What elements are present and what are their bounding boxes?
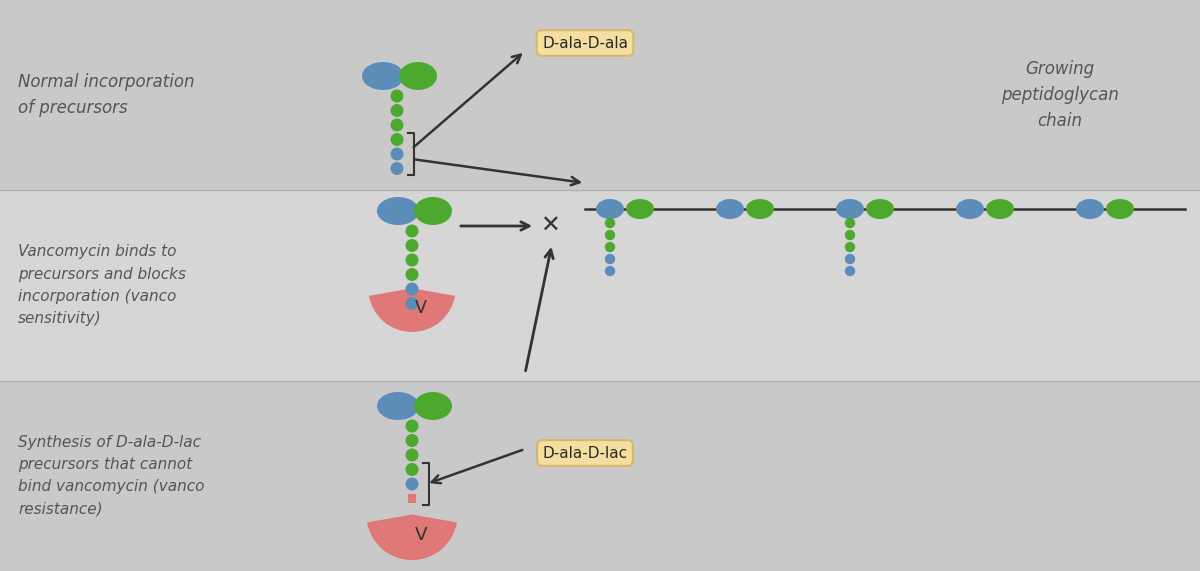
Text: Normal incorporation
of precursors: Normal incorporation of precursors <box>18 73 194 117</box>
Circle shape <box>406 477 419 490</box>
Bar <box>0 0 1200 190</box>
Text: V: V <box>415 299 427 317</box>
Ellipse shape <box>746 199 774 219</box>
Text: D-ala-D-ala: D-ala-D-ala <box>542 35 628 50</box>
Circle shape <box>390 119 403 131</box>
Circle shape <box>390 90 403 103</box>
Circle shape <box>845 254 856 264</box>
Ellipse shape <box>836 199 864 219</box>
Circle shape <box>605 242 616 252</box>
Text: D-ala-D-lac: D-ala-D-lac <box>542 445 628 460</box>
Circle shape <box>406 434 419 447</box>
Circle shape <box>605 230 616 240</box>
Ellipse shape <box>398 62 437 90</box>
Text: Vancomycin binds to
precursors and blocks
incorporation (vanco
sensitivity): Vancomycin binds to precursors and block… <box>18 244 186 326</box>
Bar <box>0 190 1200 380</box>
Circle shape <box>406 448 419 461</box>
Circle shape <box>390 104 403 117</box>
Ellipse shape <box>414 392 452 420</box>
Circle shape <box>845 242 856 252</box>
Circle shape <box>406 297 419 310</box>
Circle shape <box>845 218 856 228</box>
Circle shape <box>605 218 616 228</box>
Text: ✕: ✕ <box>540 214 560 238</box>
Circle shape <box>390 133 403 146</box>
Bar <box>0 380 1200 571</box>
Circle shape <box>605 254 616 264</box>
Circle shape <box>406 268 419 281</box>
Ellipse shape <box>716 199 744 219</box>
Circle shape <box>390 147 403 160</box>
Ellipse shape <box>1106 199 1134 219</box>
Ellipse shape <box>362 62 404 90</box>
Text: Synthesis of D-ala-D-lac
precursors that cannot
bind vancomycin (vanco
resistanc: Synthesis of D-ala-D-lac precursors that… <box>18 435 204 517</box>
Circle shape <box>406 224 419 238</box>
Ellipse shape <box>956 199 984 219</box>
Circle shape <box>406 254 419 267</box>
Circle shape <box>406 463 419 476</box>
Text: V: V <box>415 526 428 544</box>
Circle shape <box>605 266 616 276</box>
Circle shape <box>406 239 419 252</box>
Ellipse shape <box>1076 199 1104 219</box>
Circle shape <box>845 230 856 240</box>
Ellipse shape <box>414 197 452 225</box>
Wedge shape <box>367 514 457 560</box>
Ellipse shape <box>377 197 419 225</box>
Ellipse shape <box>626 199 654 219</box>
Text: Growing
peptidoglycan
chain: Growing peptidoglycan chain <box>1001 59 1118 130</box>
Ellipse shape <box>596 199 624 219</box>
Wedge shape <box>368 288 455 332</box>
Ellipse shape <box>986 199 1014 219</box>
Ellipse shape <box>866 199 894 219</box>
Circle shape <box>390 162 403 175</box>
Circle shape <box>845 266 856 276</box>
Circle shape <box>406 420 419 432</box>
Circle shape <box>406 283 419 296</box>
Ellipse shape <box>377 392 419 420</box>
